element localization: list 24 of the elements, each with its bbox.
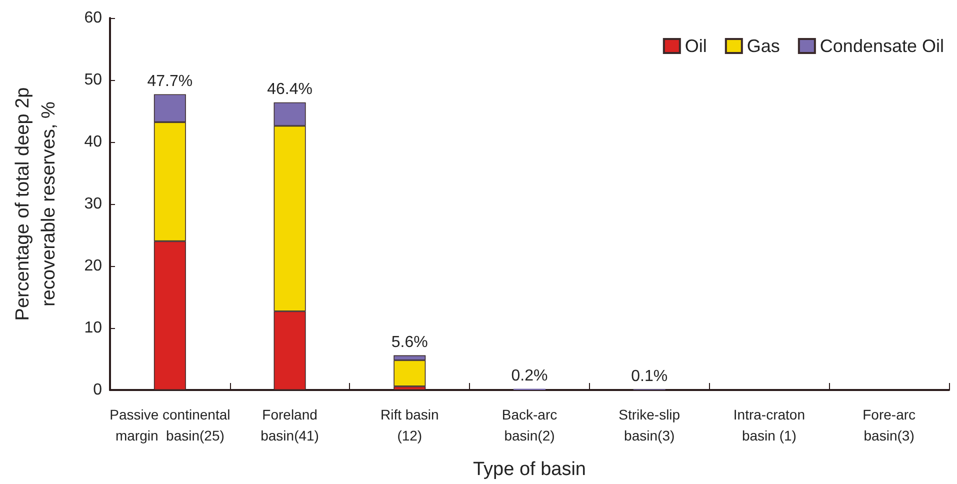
x-tick-label: Foreland basin(41): [260, 406, 319, 444]
x-tick-label: Strike-slip basin(3): [618, 406, 680, 444]
y-tick-label: 0: [93, 382, 102, 398]
x-tick-label: Fore-arc basin(3): [862, 406, 916, 444]
legend-label: Oil: [684, 36, 707, 56]
total-label: 0.1%: [631, 368, 668, 385]
legend-label: Gas: [746, 36, 780, 56]
x-axis-title: Type of basin: [472, 459, 586, 480]
y-tick-label: 60: [84, 10, 102, 26]
x-tick-label: Back-arc basin(2): [502, 406, 558, 444]
x-tick-label: Intra-craton basin (1): [733, 406, 806, 444]
y-tick-label: 50: [84, 72, 102, 88]
x-tick-label: Passive continental margin basin(25): [110, 406, 230, 444]
total-label: 0.2%: [511, 367, 548, 384]
y-tick-label: 40: [84, 134, 102, 150]
total-label: 5.6%: [391, 334, 428, 351]
y-axis-title: Percentage of total deep 2p recoverable reserves, %: [12, 87, 60, 321]
y-tick-label: 30: [84, 196, 102, 212]
total-label: 46.4%: [267, 80, 312, 98]
y-tick-label: 10: [84, 320, 102, 336]
total-label: 47.7%: [147, 72, 193, 90]
y-tick-label: 20: [84, 258, 102, 274]
legend-label: Condensate Oil: [820, 36, 944, 56]
x-tick-label: Rift basin (12): [380, 406, 439, 444]
